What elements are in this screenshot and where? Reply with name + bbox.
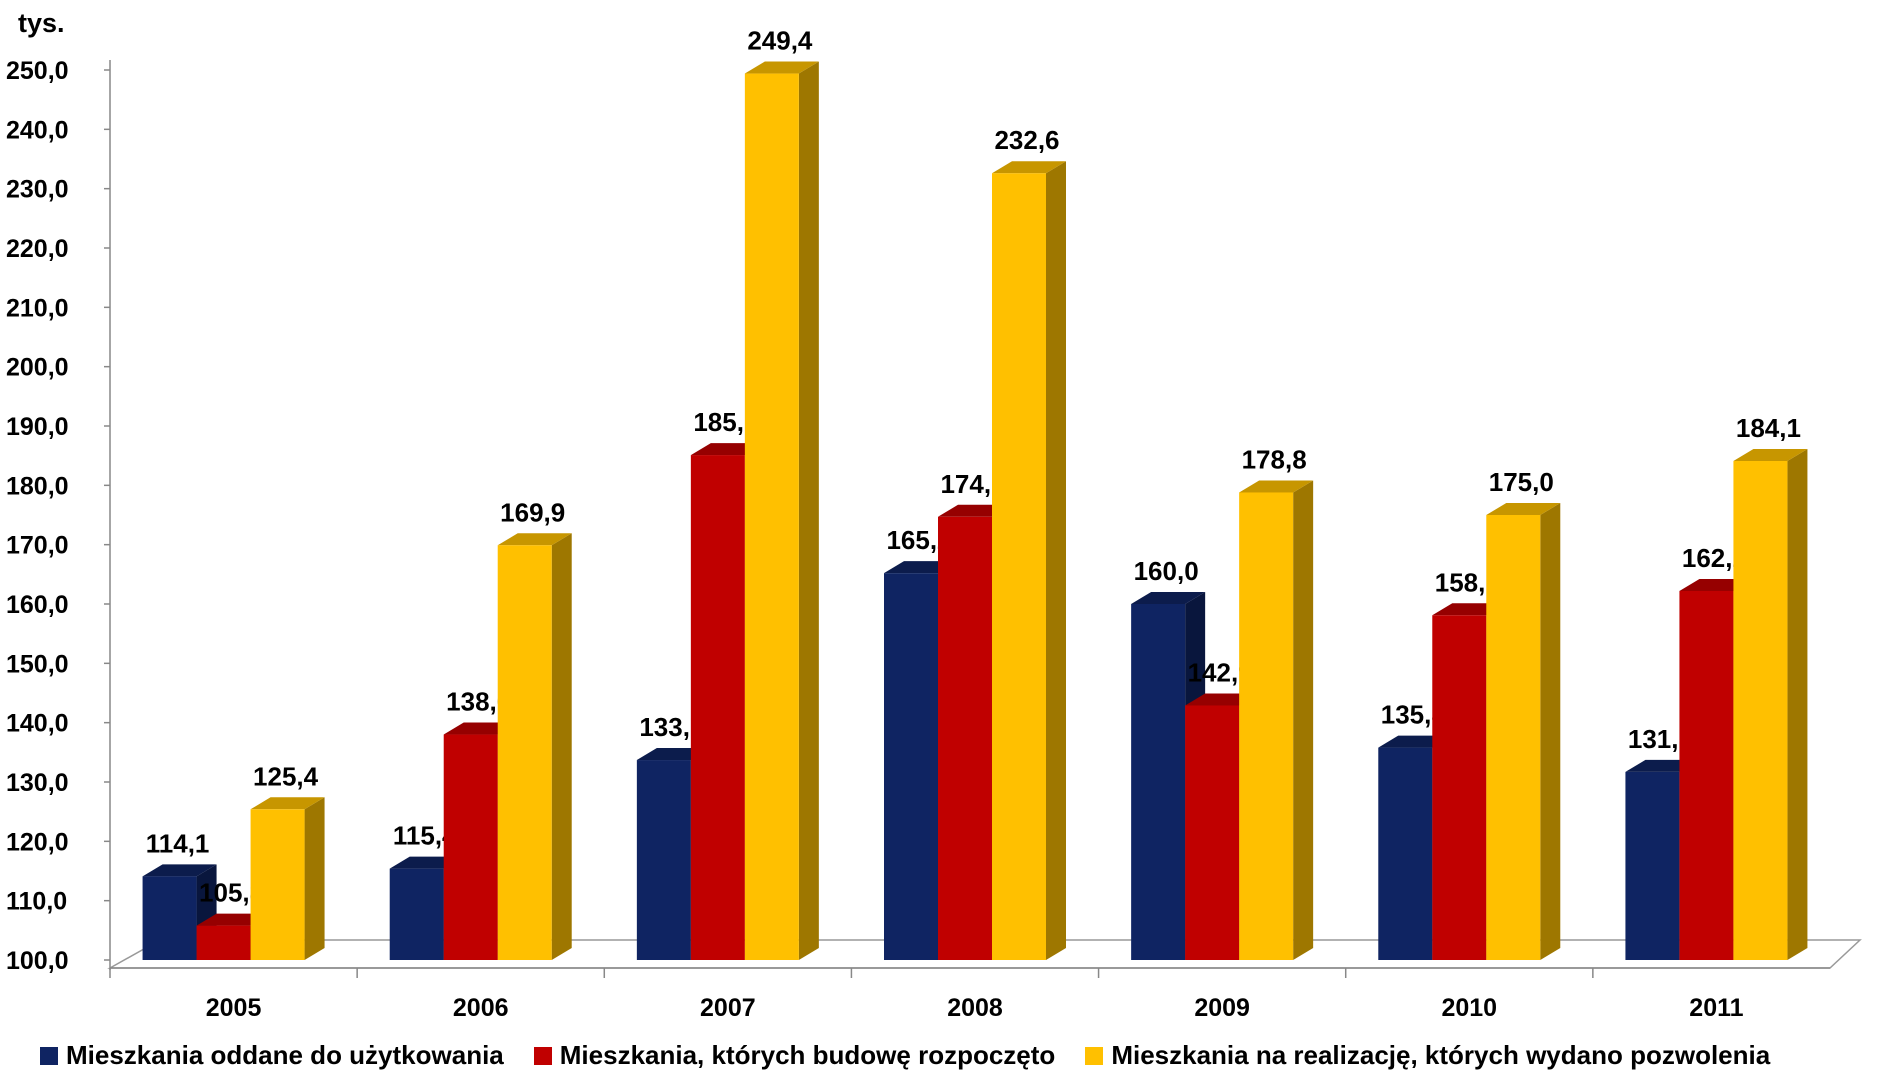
legend-label-oddane: Mieszkania oddane do użytkowania [66, 1040, 504, 1070]
bar-top [497, 533, 572, 546]
y-tick-label: 210,0 [6, 294, 69, 322]
legend-swatch-rozpoczete [533, 1046, 552, 1065]
bar [1185, 705, 1240, 960]
x-tick-label: 2009 [1194, 994, 1250, 1022]
y-tick-label: 200,0 [6, 354, 69, 382]
x-tick-label: 2006 [453, 994, 509, 1022]
y-tick-label: 190,0 [6, 413, 69, 441]
bar-top [744, 61, 819, 74]
unit-label: tys. [18, 8, 65, 38]
bar-side [551, 533, 572, 960]
bar [1733, 461, 1788, 960]
legend: Mieszkania oddane do użytkowania Mieszka… [40, 1040, 1770, 1071]
bar [690, 455, 745, 960]
bar [1432, 615, 1487, 960]
legend-label-rozpoczete: Mieszkania, których budowę rozpoczęto [559, 1040, 1056, 1070]
bar [389, 868, 444, 960]
data-label: 232,6 [994, 125, 1059, 155]
data-label: 160,0 [1134, 556, 1199, 586]
bar [1679, 590, 1734, 960]
legend-swatch-pozwolenia [1085, 1046, 1104, 1065]
bar-side [798, 61, 819, 961]
data-label: 175,0 [1489, 467, 1554, 497]
bar [497, 545, 552, 960]
bar-top [992, 161, 1066, 174]
bar-top [1239, 480, 1314, 493]
y-tick-label: 240,0 [6, 116, 69, 144]
bar [992, 173, 1046, 961]
bar-top [1733, 449, 1808, 462]
x-tick-label: 2011 [1689, 994, 1743, 1022]
bar-side [1540, 503, 1561, 960]
bar-side [1787, 449, 1808, 960]
bar-side [1293, 480, 1314, 960]
legend-swatch-oddane [40, 1046, 58, 1065]
y-tick-label: 110,0 [6, 888, 67, 916]
y-tick-label: 130,0 [6, 769, 69, 797]
bar-side [1046, 161, 1066, 961]
data-label: 184,1 [1736, 413, 1801, 443]
bar [250, 809, 305, 960]
bar [142, 876, 197, 960]
bar [443, 734, 498, 960]
data-label: 125,4 [253, 761, 319, 791]
data-label: 114,1 [146, 828, 210, 858]
y-tick-label: 160,0 [6, 591, 69, 619]
bar [1239, 492, 1294, 960]
data-label: 178,8 [1242, 444, 1307, 474]
bar [636, 760, 691, 960]
bar [1625, 771, 1680, 960]
bar [744, 73, 799, 960]
bar [1131, 604, 1186, 960]
y-tick-label: 230,0 [6, 176, 69, 204]
x-tick-label: 2005 [206, 994, 262, 1022]
y-tick-label: 220,0 [6, 235, 69, 263]
y-tick-label: 180,0 [6, 472, 69, 500]
legend-item-rozpoczete: Mieszkania, których budowę rozpoczęto [533, 1040, 1056, 1071]
data-label: 169,9 [500, 497, 565, 527]
bar [1486, 515, 1541, 960]
bar [938, 516, 992, 960]
bar [196, 925, 251, 960]
bar-top [250, 797, 325, 810]
bar [1378, 747, 1433, 960]
y-tick-label: 170,0 [6, 532, 69, 560]
y-tick-label: 150,0 [6, 650, 69, 678]
x-tick-label: 2008 [947, 994, 1003, 1022]
bar-side [304, 797, 325, 960]
bar-top [1486, 503, 1561, 515]
y-tick-label: 140,0 [6, 710, 69, 738]
legend-item-pozwolenia: Mieszkania na realizację, których wydano… [1085, 1040, 1770, 1071]
legend-item-oddane: Mieszkania oddane do użytkowania [40, 1040, 504, 1071]
y-tick-label: 250,0 [6, 57, 69, 85]
y-tick-label: 100,0 [6, 947, 69, 975]
x-tick-label: 2010 [1441, 994, 1497, 1022]
bar-top [1131, 592, 1206, 604]
bar-top [142, 864, 217, 877]
x-tick-label: 2007 [700, 994, 756, 1022]
data-label: 249,4 [747, 26, 813, 56]
y-tick-label: 120,0 [6, 828, 69, 856]
legend-label-pozwolenia: Mieszkania na realizację, których wydano… [1111, 1040, 1771, 1070]
bar [884, 573, 938, 960]
